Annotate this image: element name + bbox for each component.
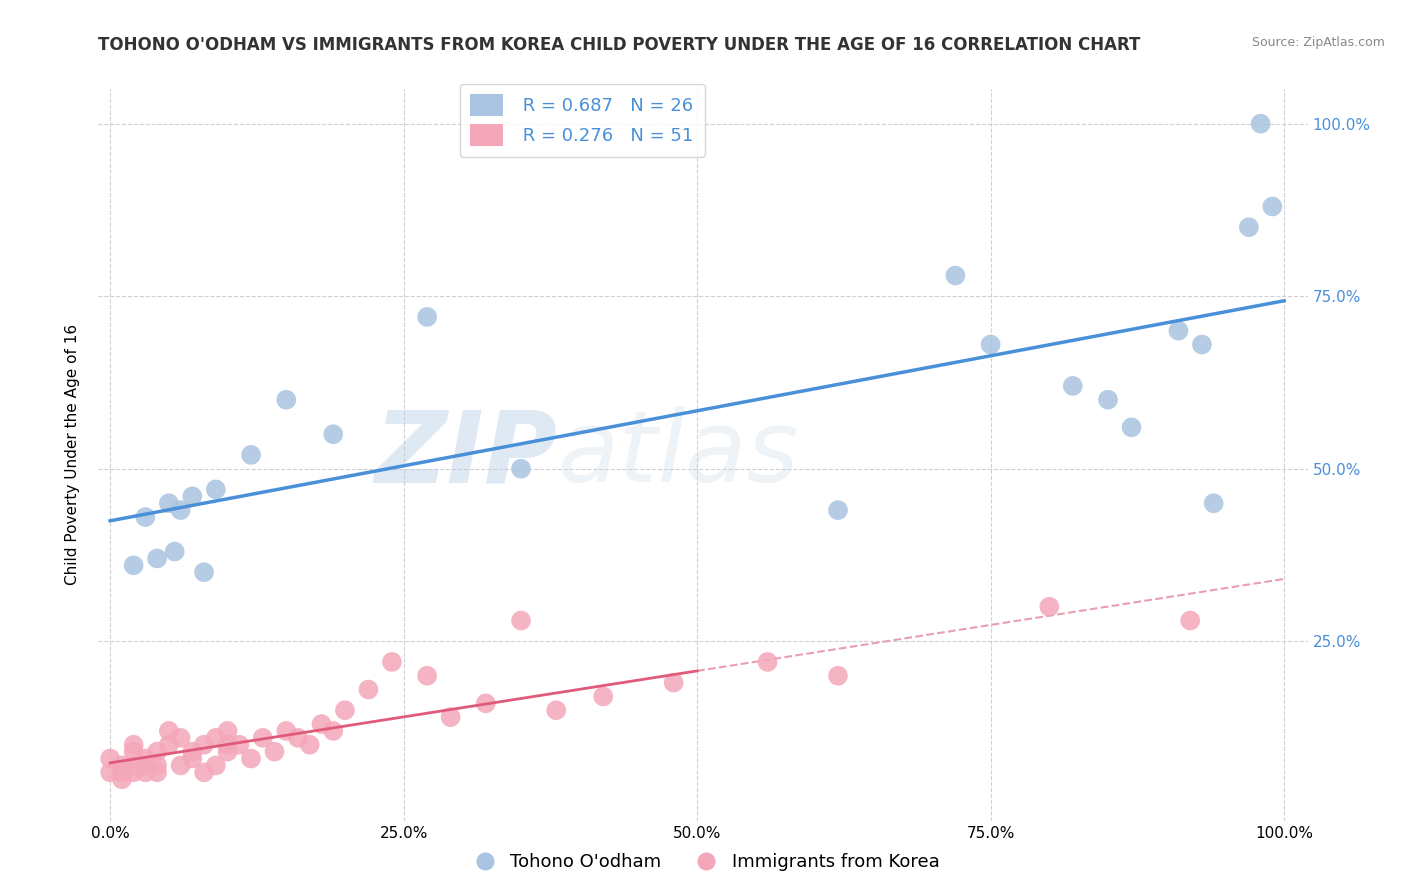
- Point: [157, 496, 180, 510]
- Point: [122, 745, 145, 759]
- Point: [756, 655, 779, 669]
- Point: [163, 544, 186, 558]
- Point: [217, 723, 239, 738]
- Point: [945, 268, 967, 283]
- Point: [827, 669, 849, 683]
- Point: [1202, 496, 1225, 510]
- Point: [169, 503, 191, 517]
- Point: [980, 337, 1002, 351]
- Point: [146, 745, 169, 759]
- Point: [1121, 420, 1143, 434]
- Point: [510, 461, 533, 475]
- Legend:  R = 0.687   N = 26,  R = 0.276   N = 51: R = 0.687 N = 26, R = 0.276 N = 51: [460, 84, 704, 156]
- Point: [252, 731, 274, 745]
- Point: [111, 772, 134, 787]
- Point: [181, 751, 204, 765]
- Point: [322, 723, 344, 738]
- Point: [146, 551, 169, 566]
- Point: [276, 723, 298, 738]
- Point: [204, 758, 226, 772]
- Point: [134, 751, 156, 765]
- Point: [157, 738, 180, 752]
- Point: [1237, 220, 1260, 235]
- Point: [546, 703, 568, 717]
- Point: [298, 738, 321, 752]
- Point: [1250, 117, 1272, 131]
- Point: [1180, 614, 1202, 628]
- Point: [217, 745, 239, 759]
- Point: [111, 765, 134, 780]
- Point: [134, 758, 156, 772]
- Point: [322, 427, 344, 442]
- Legend: Tohono O'odham, Immigrants from Korea: Tohono O'odham, Immigrants from Korea: [460, 847, 946, 879]
- Point: [122, 558, 145, 573]
- Point: [1097, 392, 1119, 407]
- Point: [193, 738, 215, 752]
- Point: [263, 745, 285, 759]
- Point: [98, 765, 121, 780]
- Point: [1167, 324, 1189, 338]
- Text: TOHONO O'ODHAM VS IMMIGRANTS FROM KOREA CHILD POVERTY UNDER THE AGE OF 16 CORREL: TOHONO O'ODHAM VS IMMIGRANTS FROM KOREA …: [98, 36, 1140, 54]
- Text: ZIP: ZIP: [375, 407, 558, 503]
- Point: [204, 483, 226, 497]
- Point: [98, 751, 121, 765]
- Point: [181, 745, 204, 759]
- Point: [217, 738, 239, 752]
- Point: [1038, 599, 1060, 614]
- Point: [240, 448, 263, 462]
- Text: atlas: atlas: [558, 407, 800, 503]
- Point: [122, 738, 145, 752]
- Point: [439, 710, 461, 724]
- Point: [1062, 379, 1084, 393]
- Text: Source: ZipAtlas.com: Source: ZipAtlas.com: [1251, 36, 1385, 49]
- Point: [134, 765, 156, 780]
- Point: [475, 696, 498, 710]
- Point: [146, 758, 169, 772]
- Point: [111, 758, 134, 772]
- Point: [122, 765, 145, 780]
- Point: [134, 510, 156, 524]
- Point: [287, 731, 309, 745]
- Point: [416, 310, 439, 324]
- Point: [169, 731, 191, 745]
- Point: [146, 765, 169, 780]
- Point: [122, 758, 145, 772]
- Point: [827, 503, 849, 517]
- Point: [181, 489, 204, 503]
- Point: [381, 655, 404, 669]
- Y-axis label: Child Poverty Under the Age of 16: Child Poverty Under the Age of 16: [65, 325, 80, 585]
- Point: [228, 738, 250, 752]
- Point: [311, 717, 333, 731]
- Point: [276, 392, 298, 407]
- Point: [357, 682, 380, 697]
- Point: [204, 731, 226, 745]
- Point: [416, 669, 439, 683]
- Point: [510, 614, 533, 628]
- Point: [1191, 337, 1213, 351]
- Point: [169, 758, 191, 772]
- Point: [193, 765, 215, 780]
- Point: [592, 690, 614, 704]
- Point: [662, 675, 685, 690]
- Point: [193, 566, 215, 580]
- Point: [333, 703, 356, 717]
- Point: [157, 723, 180, 738]
- Point: [240, 751, 263, 765]
- Point: [1261, 200, 1284, 214]
